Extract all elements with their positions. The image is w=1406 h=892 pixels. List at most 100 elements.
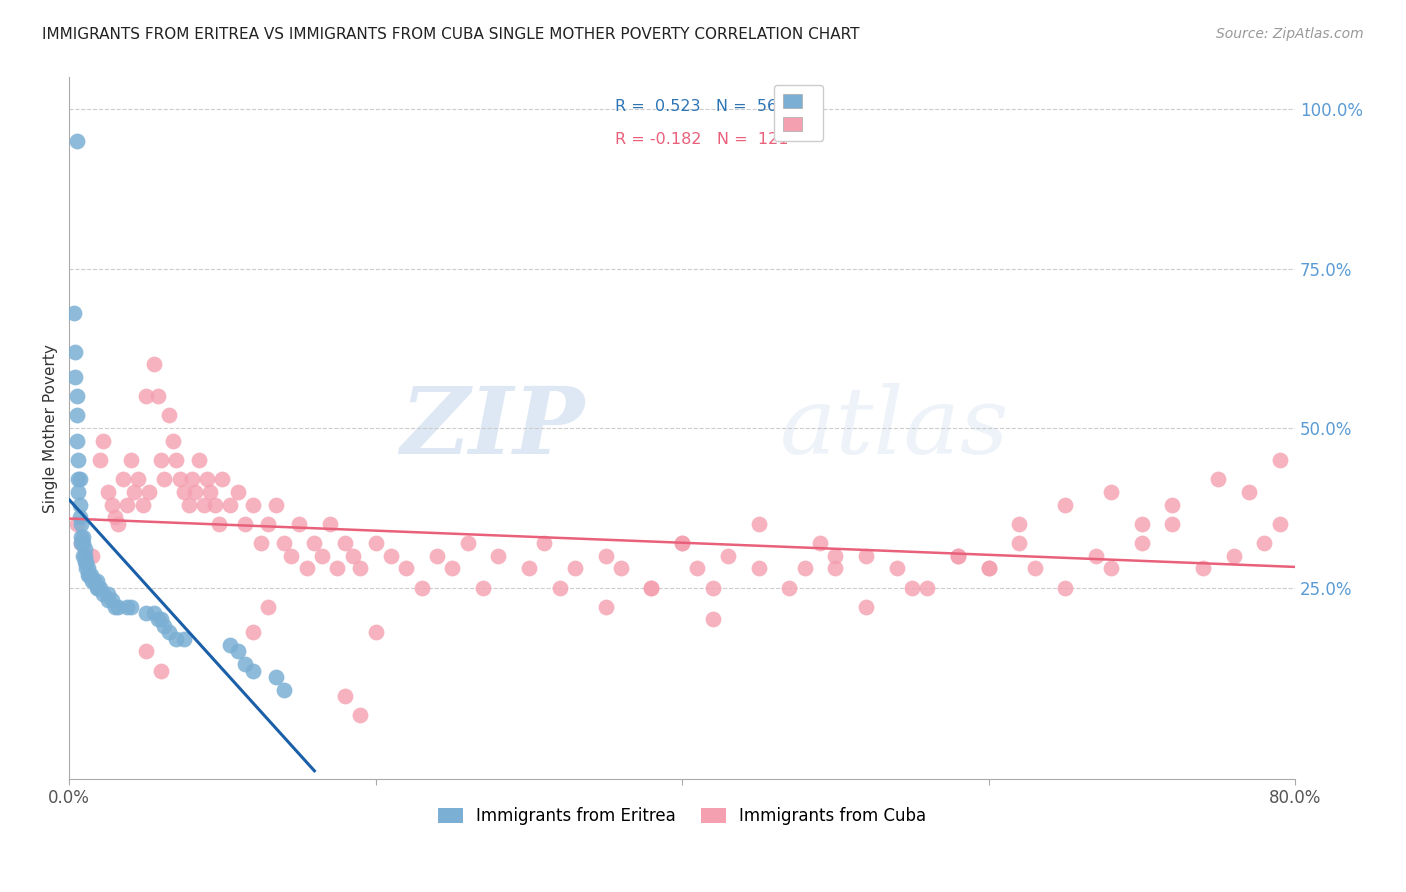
Point [73, 549, 96, 563]
Point [142, 606, 165, 620]
Point [364, 625, 387, 640]
Point [117, 498, 139, 512]
Point [486, 549, 509, 563]
Point [66, 434, 89, 448]
Point [702, 581, 724, 595]
Point [441, 561, 464, 575]
Point [548, 581, 571, 595]
Point [66, 409, 89, 423]
Point [162, 434, 184, 448]
Point [87, 581, 110, 595]
Text: ZIP: ZIP [399, 384, 583, 473]
Point [242, 498, 264, 512]
Point [855, 549, 877, 563]
Point [671, 536, 693, 550]
Point [333, 689, 356, 703]
Point [917, 581, 939, 595]
Point [120, 453, 142, 467]
Point [1222, 549, 1244, 563]
Point [75, 561, 97, 575]
Point [66, 389, 89, 403]
Point [1054, 498, 1077, 512]
Point [595, 549, 617, 563]
Point [63, 306, 86, 320]
Point [333, 536, 356, 550]
Y-axis label: Single Mother Poverty: Single Mother Poverty [44, 343, 58, 513]
Point [166, 453, 188, 467]
Point [91, 587, 114, 601]
Point [65, 344, 87, 359]
Point [717, 549, 740, 563]
Point [70, 530, 93, 544]
Point [153, 472, 176, 486]
Point [153, 619, 176, 633]
Point [808, 536, 831, 550]
Point [349, 561, 371, 575]
Point [146, 389, 169, 403]
Point [610, 561, 633, 575]
Point [96, 587, 118, 601]
Point [257, 516, 280, 531]
Point [96, 593, 118, 607]
Point [1130, 536, 1153, 550]
Point [208, 516, 231, 531]
Point [173, 485, 195, 500]
Point [1161, 498, 1184, 512]
Point [104, 599, 127, 614]
Point [901, 581, 924, 595]
Point [264, 498, 287, 512]
Point [188, 453, 211, 467]
Point [471, 581, 494, 595]
Point [75, 555, 97, 569]
Point [150, 453, 173, 467]
Point [319, 516, 342, 531]
Point [1192, 561, 1215, 575]
Point [69, 510, 91, 524]
Point [166, 632, 188, 646]
Point [1130, 516, 1153, 531]
Legend: Immigrants from Eritrea, Immigrants from Cuba: Immigrants from Eritrea, Immigrants from… [429, 799, 935, 834]
Point [640, 581, 662, 595]
Point [198, 485, 221, 500]
Text: IMMIGRANTS FROM ERITREA VS IMMIGRANTS FROM CUBA SINGLE MOTHER POVERTY CORRELATIO: IMMIGRANTS FROM ERITREA VS IMMIGRANTS FR… [42, 27, 859, 42]
Point [702, 612, 724, 626]
Point [242, 664, 264, 678]
Point [1008, 516, 1031, 531]
Point [946, 549, 969, 563]
Point [69, 472, 91, 486]
Point [73, 555, 96, 569]
Point [70, 536, 93, 550]
Point [564, 561, 586, 575]
Point [173, 632, 195, 646]
Point [235, 657, 257, 672]
Point [104, 510, 127, 524]
Text: atlas: atlas [780, 384, 1010, 473]
Point [288, 516, 311, 531]
Point [1008, 536, 1031, 550]
Point [150, 664, 173, 678]
Point [76, 567, 98, 582]
Point [76, 561, 98, 575]
Point [457, 536, 479, 550]
Point [1054, 581, 1077, 595]
Point [204, 498, 226, 512]
Point [96, 485, 118, 500]
Point [257, 599, 280, 614]
Point [89, 453, 111, 467]
Point [273, 536, 295, 550]
Point [83, 574, 105, 589]
Point [211, 472, 233, 486]
Point [824, 549, 846, 563]
Point [517, 561, 540, 575]
Point [1208, 472, 1230, 486]
Point [1268, 516, 1291, 531]
Point [177, 498, 200, 512]
Point [86, 581, 108, 595]
Point [748, 561, 770, 575]
Point [226, 485, 249, 500]
Point [72, 549, 94, 563]
Point [219, 498, 242, 512]
Point [157, 625, 180, 640]
Point [824, 561, 846, 575]
Point [101, 593, 124, 607]
